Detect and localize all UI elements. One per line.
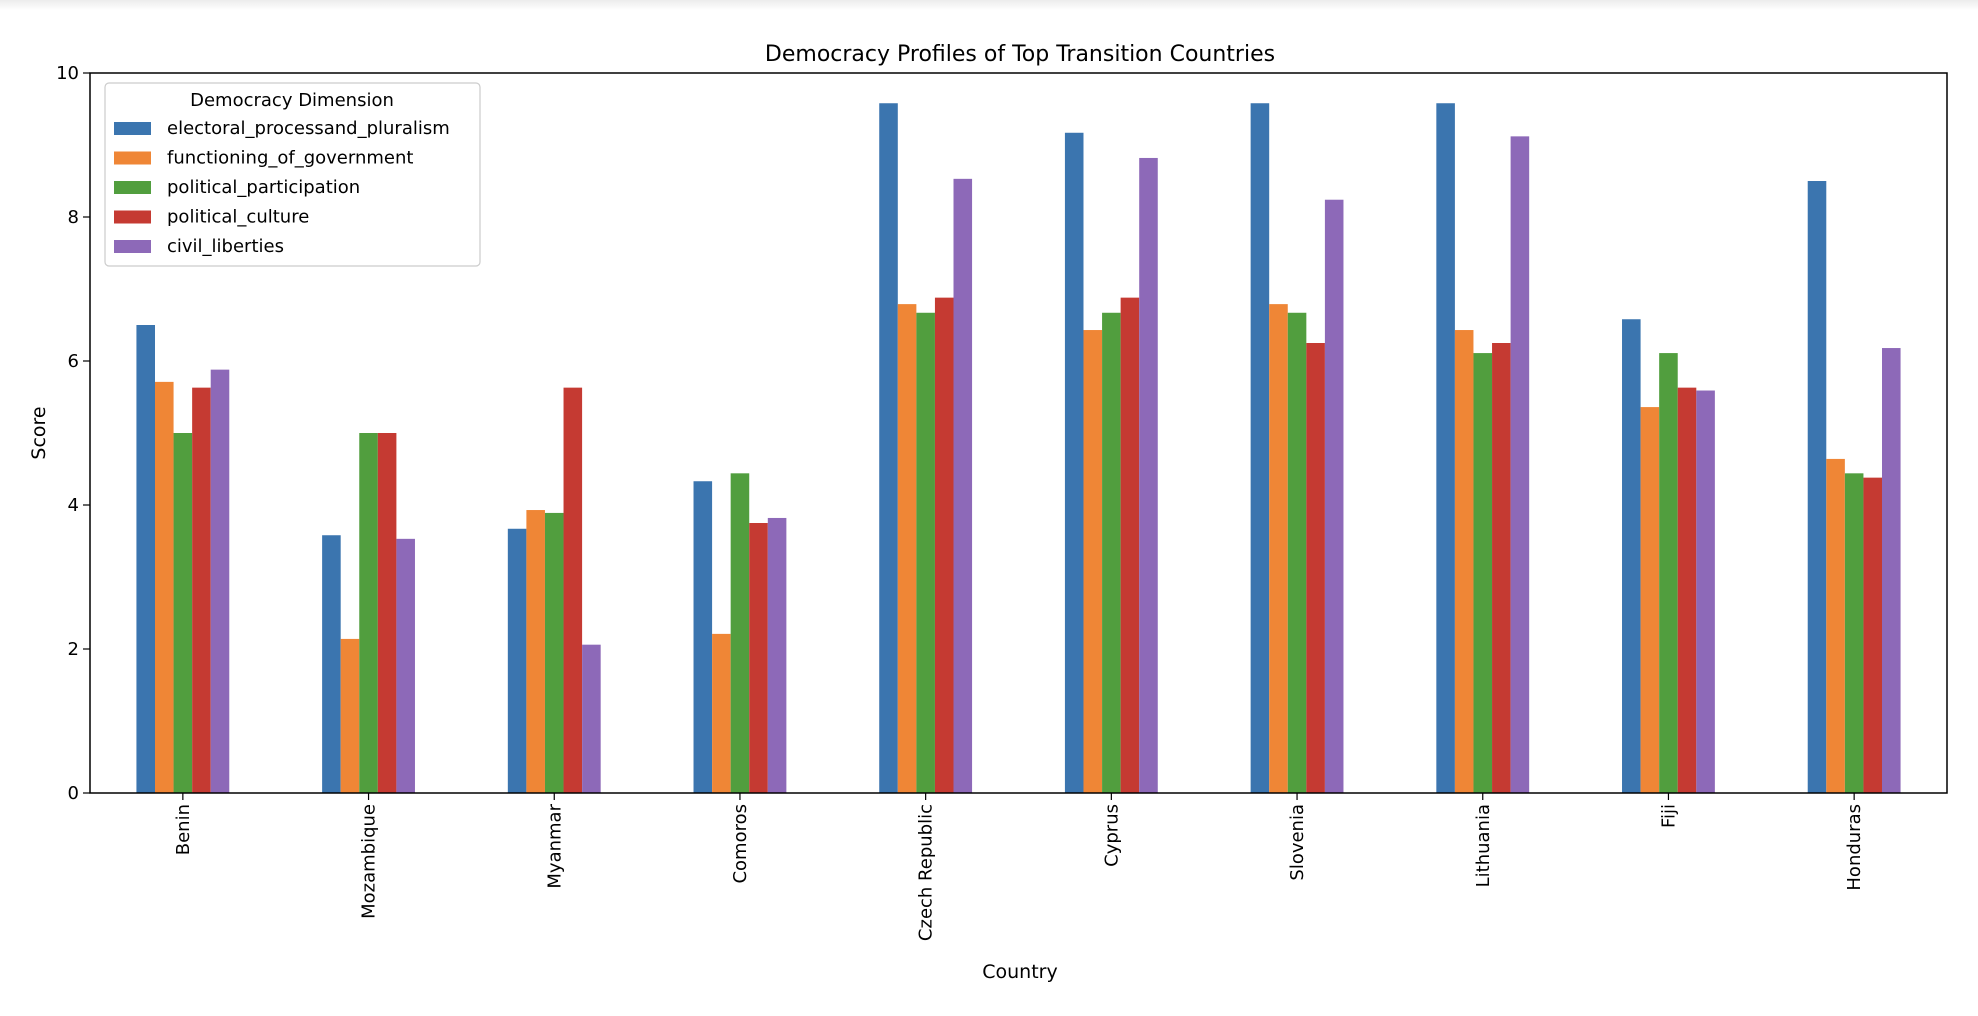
bar-electoral_processand_pluralism-4 xyxy=(879,103,898,794)
bar-electoral_processand_pluralism-3 xyxy=(693,481,713,793)
bar-civil_liberties-2 xyxy=(582,644,601,793)
bar-electoral_processand_pluralism-8 xyxy=(1622,319,1641,793)
y-tick-label: 0 xyxy=(68,783,79,804)
bar-civil_liberties-1 xyxy=(396,538,415,793)
legend-label: political_participation xyxy=(167,177,360,198)
bar-civil_liberties-0 xyxy=(210,369,230,793)
bar-electoral_processand_pluralism-0 xyxy=(136,325,155,793)
bar-functioning_of_government-2 xyxy=(526,510,545,793)
y-axis: 0 2 4 6 8 10 xyxy=(56,63,90,804)
bar-civil_liberties-6 xyxy=(1324,199,1344,794)
bar-political_participation-1 xyxy=(359,433,378,793)
x-tick-label: Honduras xyxy=(1844,804,1865,891)
x-tick-label: Lithuania xyxy=(1473,804,1494,887)
bar-political_culture-9 xyxy=(1863,477,1882,793)
bar-civil_liberties-3 xyxy=(767,517,787,793)
bar-electoral_processand_pluralism-1 xyxy=(322,535,341,793)
x-axis-label: Country xyxy=(982,961,1057,983)
bar-civil_liberties-5 xyxy=(1139,157,1158,793)
bar-electoral_processand_pluralism-5 xyxy=(1064,132,1084,793)
legend-label: electoral_processand_pluralism xyxy=(167,118,450,139)
bar-functioning_of_government-4 xyxy=(897,304,917,793)
bar-political_participation-3 xyxy=(730,473,750,793)
bar-political_culture-3 xyxy=(749,523,768,793)
bar-electoral_processand_pluralism-7 xyxy=(1436,103,1455,794)
legend-label: functioning_of_government xyxy=(167,148,413,169)
bar-functioning_of_government-1 xyxy=(340,638,360,793)
legend-title: Democracy Dimension xyxy=(190,90,394,111)
legend-swatch xyxy=(114,210,151,224)
legend-label: civil_liberties xyxy=(167,236,284,257)
bar-political_culture-1 xyxy=(377,433,397,793)
y-tick-label: 6 xyxy=(68,351,79,372)
x-tick-label: Comoros xyxy=(730,804,751,884)
bar-political_culture-8 xyxy=(1677,387,1697,793)
legend-box xyxy=(104,82,481,267)
bar-political_participation-8 xyxy=(1659,353,1678,793)
legend-swatch xyxy=(114,151,151,165)
bar-functioning_of_government-6 xyxy=(1269,304,1288,793)
y-tick-label: 8 xyxy=(68,207,79,228)
legend-swatch xyxy=(114,240,151,253)
bar-political_culture-6 xyxy=(1306,343,1325,793)
bar-political_participation-2 xyxy=(544,512,564,793)
bar-functioning_of_government-9 xyxy=(1826,458,1845,793)
bar-functioning_of_government-3 xyxy=(712,633,731,793)
bar-political_participation-4 xyxy=(916,312,935,793)
bar-functioning_of_government-8 xyxy=(1640,407,1660,793)
y-tick-label: 10 xyxy=(56,63,79,84)
x-tick-label: Slovenia xyxy=(1287,804,1308,881)
bar-functioning_of_government-0 xyxy=(155,381,174,793)
legend-label: political_culture xyxy=(167,207,309,228)
bar-political_culture-7 xyxy=(1492,343,1511,793)
bar-functioning_of_government-5 xyxy=(1083,330,1103,793)
bar-political_culture-0 xyxy=(192,387,211,793)
bar-political_participation-7 xyxy=(1473,353,1493,793)
bar-electoral_processand_pluralism-9 xyxy=(1807,181,1827,793)
y-tick-label: 2 xyxy=(68,639,79,660)
x-axis: Benin Mozambique Myanmar Comoros Czech Repub… xyxy=(173,793,1865,941)
bar-political_culture-4 xyxy=(934,297,954,793)
plot-frame xyxy=(89,72,1948,794)
x-tick-label: Fiji xyxy=(1658,804,1679,828)
bar-political_participation-9 xyxy=(1844,473,1864,793)
x-tick-label: Cyprus xyxy=(1101,804,1122,867)
bar-civil_liberties-8 xyxy=(1696,390,1715,793)
bar-political_participation-0 xyxy=(173,433,193,793)
legend-swatch xyxy=(114,181,151,194)
x-tick-label: Myanmar xyxy=(544,803,565,888)
legend: Democracy Dimension electoral_processand… xyxy=(104,82,481,267)
window-top-shade xyxy=(0,0,1978,10)
bar-civil_liberties-9 xyxy=(1882,348,1901,793)
bars-group xyxy=(136,103,1901,794)
bar-electoral_processand_pluralism-6 xyxy=(1250,103,1270,794)
x-tick-label: Benin xyxy=(173,804,194,855)
bar-civil_liberties-7 xyxy=(1510,136,1530,794)
bar-functioning_of_government-7 xyxy=(1454,330,1474,793)
bar-political_participation-5 xyxy=(1102,312,1121,793)
x-tick-label: Mozambique xyxy=(359,804,380,919)
bar-political_culture-2 xyxy=(563,387,583,793)
bar-political_culture-5 xyxy=(1120,297,1140,793)
bar-electoral_processand_pluralism-2 xyxy=(507,528,527,793)
x-tick-label: Czech Republic xyxy=(916,804,937,941)
y-axis-label: Score xyxy=(28,406,50,459)
bar-civil_liberties-4 xyxy=(953,178,973,794)
legend-swatch xyxy=(114,122,151,135)
bar-political_participation-6 xyxy=(1287,312,1307,793)
chart-title: Democracy Profiles of Top Transition Cou… xyxy=(765,42,1275,67)
y-tick-label: 4 xyxy=(68,495,79,516)
